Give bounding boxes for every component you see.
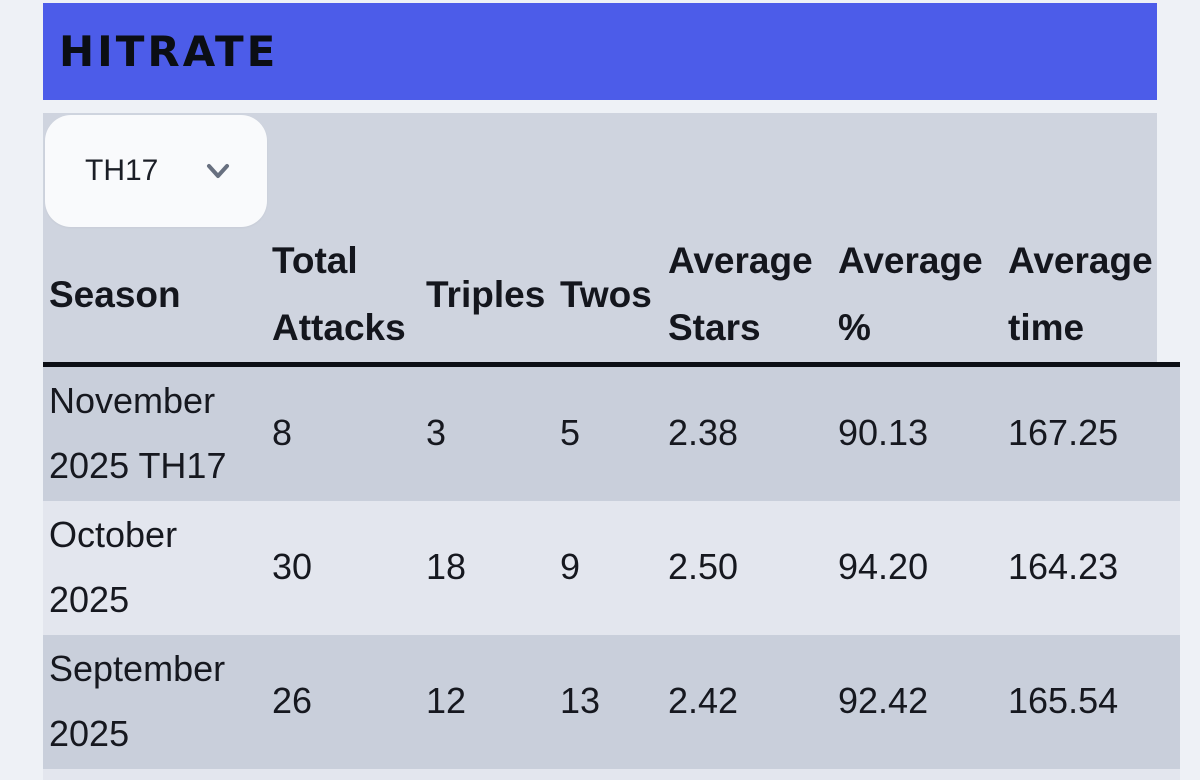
cell-average-time: 164.23 [1006, 500, 1180, 635]
cell-total-attacks: 30 [270, 500, 424, 635]
column-header-average-stars: Average Stars [666, 227, 836, 367]
app-title-bar: HITRATE [43, 3, 1157, 100]
hitrate-panel: TH17 Season Total Attacks Triples Twos A… [43, 113, 1180, 780]
column-header-average-time: Average time [1006, 227, 1180, 367]
cell-average-stars: 2.50 [666, 500, 836, 635]
table-row: September 2025 26 12 13 2.42 92.42 165.5… [43, 634, 1180, 769]
cell-season: September 2025 [43, 634, 270, 769]
cell-average-pct: 90.13 [836, 364, 1006, 501]
townhall-filter-dropdown[interactable]: TH17 [45, 115, 267, 227]
page-title: HITRATE [59, 27, 279, 76]
cell-average-pct: 94.20 [836, 500, 1006, 635]
cell-season: November 2025 TH17 [43, 364, 270, 501]
column-header-average-pct: Average % [836, 227, 1006, 367]
table-row: October 2025 30 18 9 2.50 94.20 164.23 [43, 500, 1180, 635]
column-header-total-attacks: Total Attacks [270, 227, 424, 367]
cell-average-time: 167.25 [1006, 364, 1180, 501]
cell-twos: 13 [558, 634, 666, 769]
column-header-triples: Triples [424, 227, 558, 367]
cell-season: October 2025 [43, 500, 270, 635]
cell-average-pct: 92.42 [836, 634, 1006, 769]
dropdown-selected-value: TH17 [85, 154, 159, 187]
chevron-down-icon [207, 164, 230, 178]
cell-average-stars: 2.42 [666, 634, 836, 769]
cell-triples: 12 [424, 634, 558, 769]
cell-triples: 18 [424, 500, 558, 635]
cell-twos: 5 [558, 364, 666, 501]
table-header-row: Season Total Attacks Triples Twos Averag… [43, 227, 1180, 367]
cell-average-stars: 2.38 [666, 364, 836, 501]
table-row: November 2025 TH17 8 3 5 2.38 90.13 167.… [43, 364, 1180, 501]
cell-average-time: 165.54 [1006, 634, 1180, 769]
column-header-twos: Twos [558, 227, 666, 367]
cell-total-attacks: 26 [270, 634, 424, 769]
column-header-season: Season [43, 227, 270, 367]
hitrate-table: Season Total Attacks Triples Twos Averag… [43, 227, 1180, 780]
table-row-partial [43, 768, 1180, 780]
cell-total-attacks: 8 [270, 364, 424, 501]
cell-triples: 3 [424, 364, 558, 501]
cell-twos: 9 [558, 500, 666, 635]
